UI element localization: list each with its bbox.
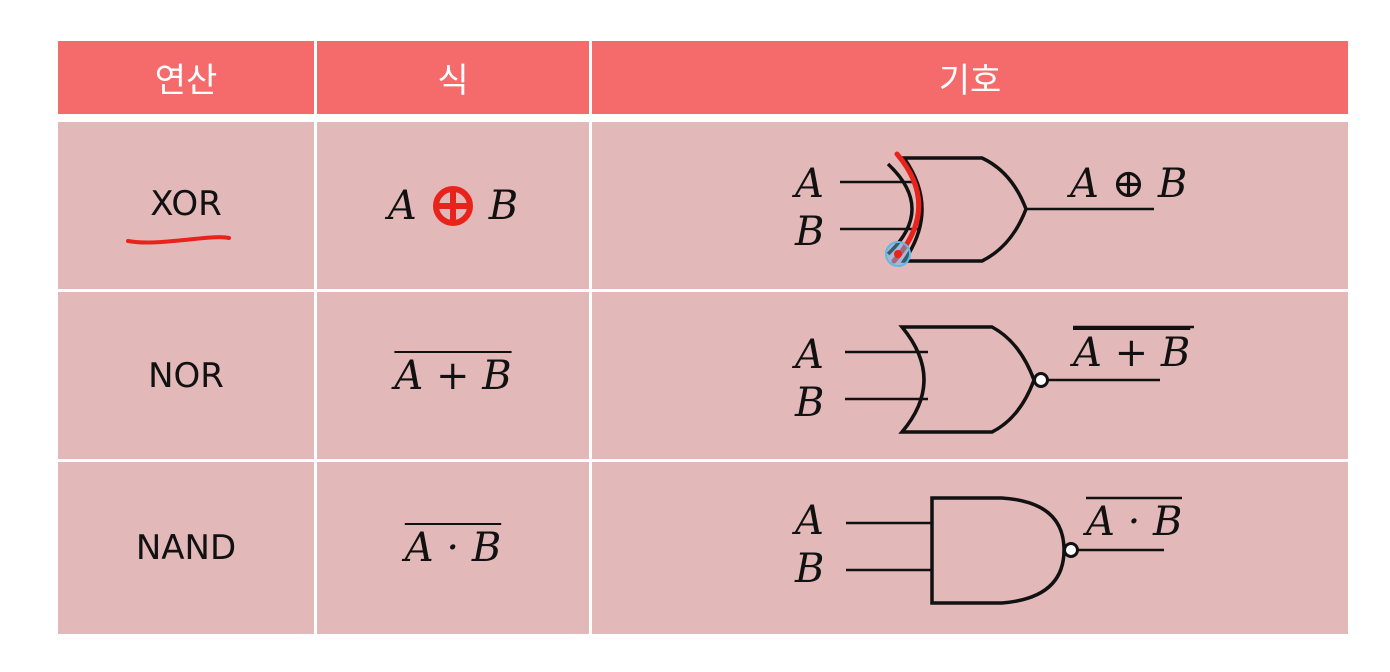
nor-expression: A + B — [394, 352, 512, 399]
nand-op-cell: NAND — [58, 462, 314, 634]
xor-op-cell: XOR — [58, 122, 314, 289]
header-expression-label: 식 — [437, 61, 469, 101]
nor-symbol-cell: A B A + B — [592, 292, 1348, 459]
nand-expr-cell: A · B — [317, 462, 589, 634]
xor-symbol-cell: A B A ⊕ B — [592, 122, 1348, 289]
xor-expr-a: A — [387, 182, 417, 229]
nor-input-b-label: B — [794, 380, 824, 426]
xor-extra-curve — [886, 162, 914, 256]
header-symbol: 기호 — [592, 41, 1348, 114]
xor-gate-diagram: A B A ⊕ B — [791, 151, 1187, 267]
nand-input-a-label: A — [791, 498, 824, 544]
xor-output-label: A ⊕ B — [1066, 161, 1187, 207]
xor-operator: ⊕ — [431, 184, 475, 228]
xor-curve-annotation — [891, 151, 922, 264]
xor-underline-annotation — [126, 235, 231, 245]
xor-label: XOR — [150, 183, 222, 224]
nand-inverter-bubble — [1063, 542, 1079, 558]
nor-op-cell: NOR — [58, 292, 314, 459]
nand-output-label: A · B — [1082, 499, 1182, 545]
header-operation-label: 연산 — [154, 61, 218, 101]
xor-expression: A ⊕ B — [388, 183, 518, 229]
cursor-dot-icon — [894, 250, 902, 258]
header-symbol-label: 기호 — [938, 61, 1002, 101]
nand-label: NAND — [135, 528, 237, 568]
nand-gate-diagram: A B A · B — [791, 496, 1182, 605]
nand-expression: A · B — [404, 525, 502, 571]
nor-gate-body — [898, 325, 1036, 434]
xor-expr-b: B — [488, 182, 519, 229]
nor-gate-diagram: A B A + B — [791, 325, 1194, 434]
nand-gate-body — [930, 496, 1066, 605]
nor-output-label: A + B — [1069, 330, 1190, 376]
nor-expr-cell: A + B — [317, 292, 589, 459]
header-expression: 식 — [317, 41, 589, 114]
xor-operator-annotation — [432, 185, 473, 226]
xor-gate-body — [900, 156, 1028, 263]
header-operation: 연산 — [58, 41, 314, 114]
xor-expr-cell: A ⊕ B — [317, 122, 589, 289]
nand-symbol-cell: A B A · B — [592, 462, 1348, 634]
xor-input-b-label: B — [794, 209, 824, 255]
nor-input-a-label: A — [791, 332, 824, 378]
nor-inverter-bubble — [1033, 372, 1049, 388]
nor-label: NOR — [148, 355, 224, 396]
nand-input-b-label: B — [794, 546, 824, 592]
xor-input-a-label: A — [791, 161, 824, 207]
